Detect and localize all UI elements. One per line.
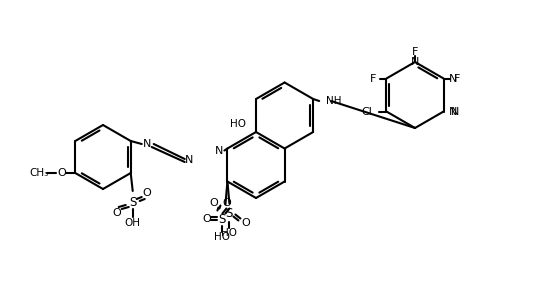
- Text: N: N: [184, 155, 193, 165]
- Text: Cl: Cl: [362, 106, 372, 116]
- Text: O: O: [142, 188, 151, 198]
- Text: N: N: [143, 139, 151, 149]
- Text: NH: NH: [326, 96, 341, 106]
- Text: N: N: [449, 74, 457, 83]
- Text: CH₃: CH₃: [30, 168, 49, 178]
- Text: F: F: [412, 47, 418, 57]
- Text: N: N: [215, 146, 223, 156]
- Text: O: O: [222, 198, 231, 208]
- Text: O: O: [202, 215, 211, 225]
- Text: S: S: [219, 213, 226, 226]
- Text: OH: OH: [125, 218, 141, 228]
- Text: O: O: [241, 218, 250, 228]
- Text: F: F: [370, 74, 377, 83]
- Text: S: S: [226, 207, 233, 220]
- Text: S: S: [129, 196, 136, 210]
- Text: N: N: [411, 57, 419, 67]
- Text: N: N: [451, 106, 459, 116]
- Text: HO: HO: [221, 228, 237, 238]
- Text: O: O: [113, 208, 121, 218]
- Text: O: O: [57, 168, 66, 178]
- Text: F: F: [453, 74, 460, 83]
- Text: O: O: [209, 198, 218, 208]
- Text: HO: HO: [230, 119, 246, 129]
- Text: HO: HO: [215, 233, 231, 243]
- Text: N: N: [449, 106, 457, 116]
